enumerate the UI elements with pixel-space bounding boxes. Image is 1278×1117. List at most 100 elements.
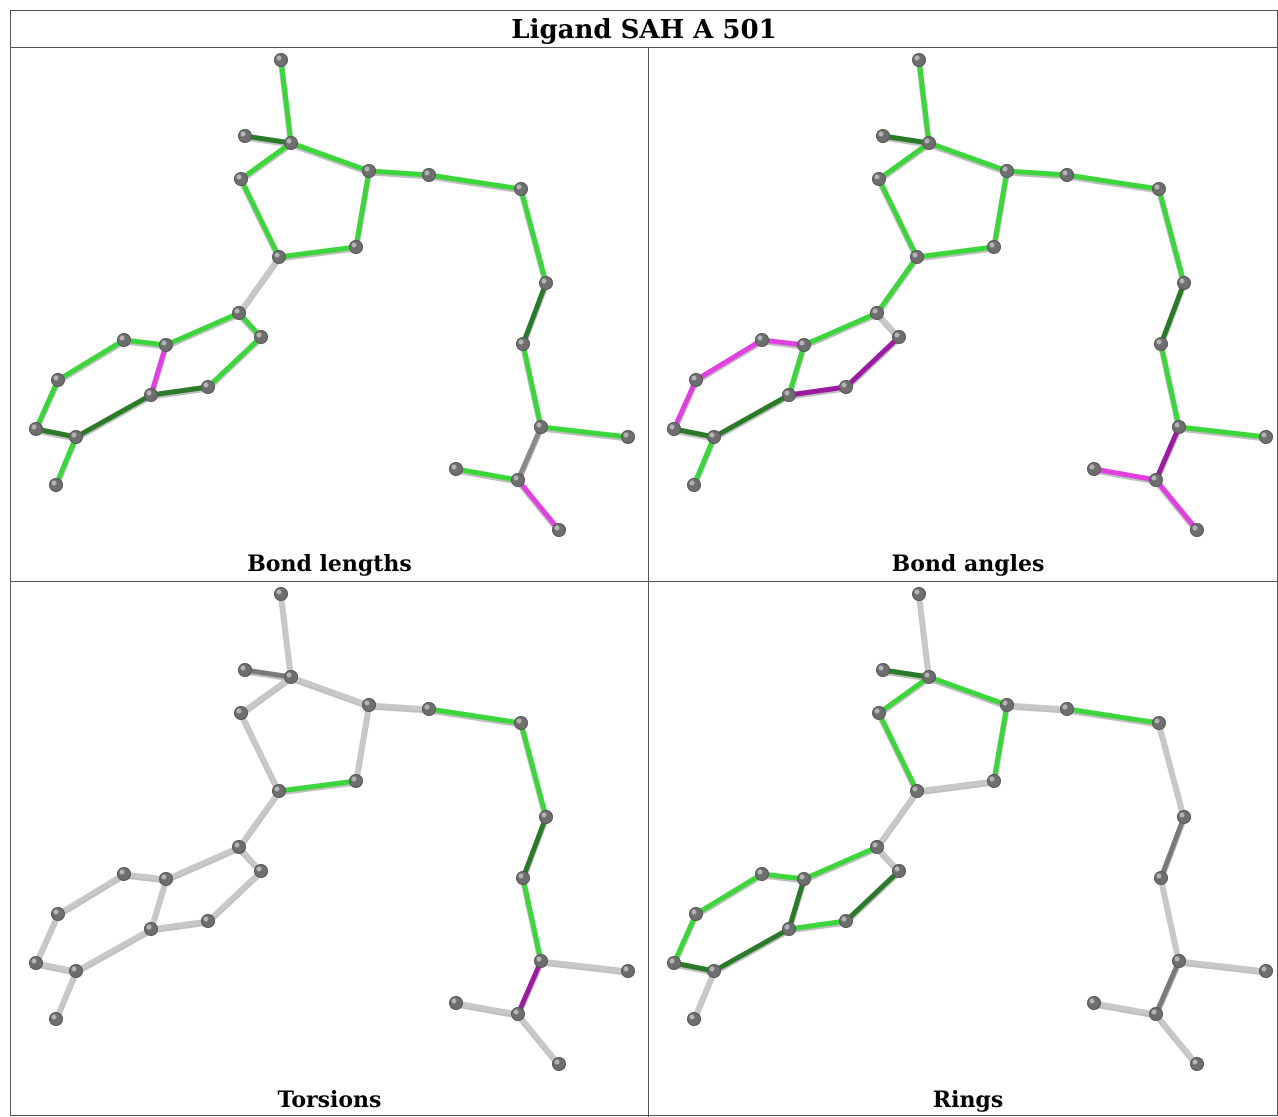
bond xyxy=(520,280,549,347)
atom-highlight xyxy=(53,375,59,381)
atom xyxy=(707,430,721,444)
bond xyxy=(914,778,997,794)
figure-frame: Ligand SAH A 501 Bond lengths Bond angle… xyxy=(10,10,1278,1117)
atom-highlight xyxy=(51,480,57,486)
atom-highlight xyxy=(691,909,697,915)
atom xyxy=(872,172,886,186)
atom-highlight xyxy=(364,166,370,172)
atom-highlight xyxy=(878,665,884,671)
bond xyxy=(876,710,920,794)
bond xyxy=(1004,168,1070,178)
bond xyxy=(693,337,765,383)
bond xyxy=(238,176,282,260)
atom-highlight xyxy=(912,252,918,258)
bond xyxy=(1091,466,1159,483)
bond xyxy=(288,140,372,174)
atom xyxy=(1000,698,1014,712)
atom-highlight xyxy=(1156,339,1162,345)
atom-highlight xyxy=(689,1014,695,1020)
bond xyxy=(518,720,549,820)
atom-highlight xyxy=(784,924,790,930)
molecule-view-bond-angles xyxy=(667,53,1273,537)
atom-highlight xyxy=(240,665,246,671)
atom xyxy=(621,964,635,978)
bond xyxy=(238,674,294,716)
bond xyxy=(1158,814,1187,881)
atom xyxy=(254,330,268,344)
bond xyxy=(453,466,521,483)
atom xyxy=(511,473,525,487)
atom xyxy=(1149,1007,1163,1021)
atom-highlight xyxy=(256,866,262,872)
atom xyxy=(1154,871,1168,885)
atom-highlight xyxy=(146,390,152,396)
atom-highlight xyxy=(914,589,920,595)
atom xyxy=(1259,430,1273,444)
atom-highlight xyxy=(203,382,209,388)
bond xyxy=(801,310,880,348)
atom xyxy=(782,388,796,402)
bond xyxy=(148,384,211,398)
atom xyxy=(797,338,811,352)
atom-highlight xyxy=(513,1009,519,1015)
atom xyxy=(1154,337,1168,351)
atom-highlight xyxy=(1154,718,1160,724)
atom xyxy=(422,702,436,716)
atom xyxy=(1190,1057,1204,1071)
atom xyxy=(552,523,566,537)
atom-highlight xyxy=(709,432,715,438)
atom xyxy=(872,706,886,720)
atom xyxy=(516,871,530,885)
atom xyxy=(839,914,853,928)
panel-bond-angles: Bond angles xyxy=(649,48,1278,582)
atom-highlight xyxy=(240,131,246,137)
atom-highlight xyxy=(1192,525,1198,531)
atom xyxy=(755,333,769,347)
atom xyxy=(201,914,215,928)
bond xyxy=(914,244,997,260)
bond xyxy=(671,911,699,966)
atom xyxy=(876,663,890,677)
atom-highlight xyxy=(286,672,292,678)
bond xyxy=(453,1000,521,1017)
atom xyxy=(117,867,131,881)
atom-highlight xyxy=(119,335,125,341)
atom-highlight xyxy=(1154,184,1160,190)
bond xyxy=(276,244,359,260)
atom xyxy=(892,864,906,878)
atom-highlight xyxy=(669,958,675,964)
atom xyxy=(511,1007,525,1021)
bond xyxy=(1064,706,1162,726)
atom-highlight xyxy=(989,242,995,248)
atom-highlight xyxy=(799,340,805,346)
atom-highlight xyxy=(364,700,370,706)
atom-highlight xyxy=(1179,278,1185,284)
atom xyxy=(1152,716,1166,730)
atom xyxy=(516,337,530,351)
atom-highlight xyxy=(541,278,547,284)
atom-highlight xyxy=(894,866,900,872)
bond xyxy=(874,254,920,316)
bond xyxy=(876,140,932,182)
bond xyxy=(242,667,294,680)
bond xyxy=(55,871,127,917)
atom-highlight xyxy=(31,958,37,964)
atom-highlight xyxy=(516,184,522,190)
atom xyxy=(621,430,635,444)
atom-highlight xyxy=(518,873,524,879)
atom-highlight xyxy=(276,55,282,61)
bond xyxy=(1004,702,1070,712)
atom xyxy=(69,964,83,978)
atom-highlight xyxy=(894,332,900,338)
bond xyxy=(916,591,932,680)
atom xyxy=(1060,168,1074,182)
bond xyxy=(926,674,1010,708)
panel-rings: Rings xyxy=(649,582,1278,1117)
bond xyxy=(991,702,1010,784)
atom xyxy=(232,306,246,320)
atom xyxy=(349,774,363,788)
atom xyxy=(892,330,906,344)
bond xyxy=(1153,958,1182,1017)
bond xyxy=(121,337,169,348)
atom-highlight xyxy=(689,480,695,486)
